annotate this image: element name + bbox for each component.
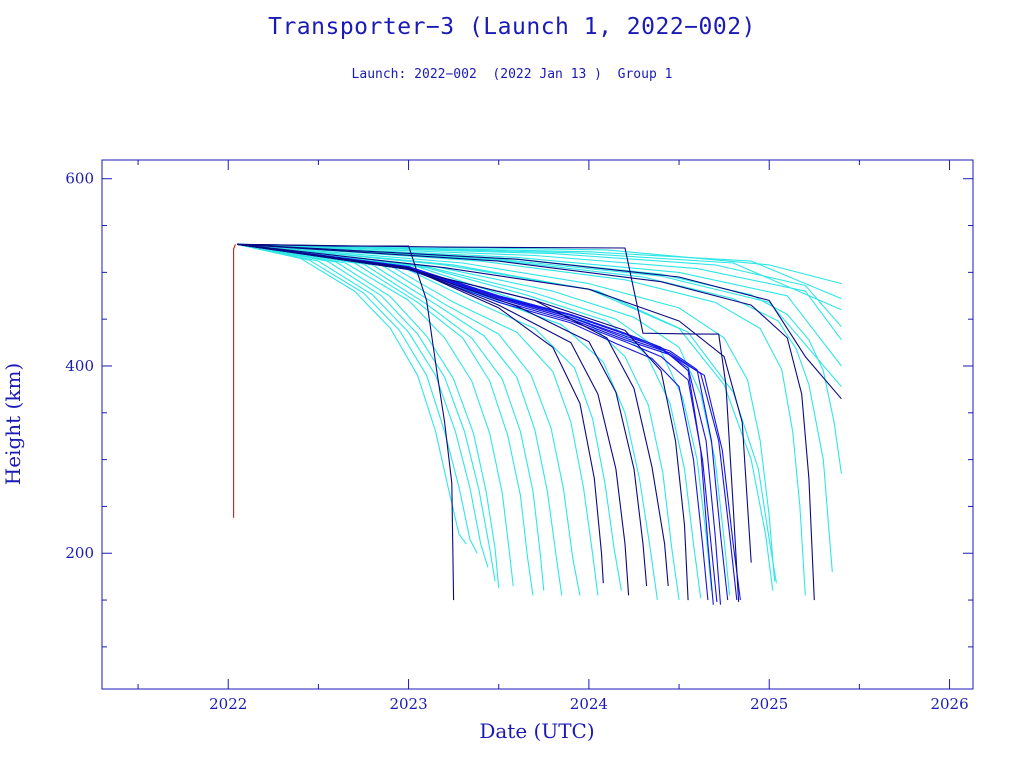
- series-line-18: [237, 243, 731, 596]
- series-line-33: [237, 243, 722, 605]
- series-line-5: [237, 243, 496, 582]
- series-line-3: [237, 243, 478, 554]
- series-line-14: [237, 243, 658, 601]
- series-line-22: [237, 243, 842, 474]
- x-tick-label: 2024: [570, 695, 608, 713]
- y-tick-label: 600: [65, 170, 94, 188]
- series-layer: [233, 243, 842, 605]
- series-line-12: [237, 243, 599, 596]
- series-line-45: [237, 243, 689, 601]
- series-line-9: [237, 243, 545, 591]
- y-axis-label: Height (km): [1, 363, 25, 485]
- y-tick-label: 400: [65, 357, 94, 375]
- series-line-7: [237, 243, 514, 587]
- series-line-39: [237, 243, 455, 601]
- series-line-21: [237, 243, 833, 573]
- chart-title: Transporter−3 (Launch 1, 2022−002): [268, 14, 756, 40]
- series-line-11: [237, 243, 581, 596]
- series-line-30: [237, 243, 774, 591]
- series-line-46: [237, 243, 752, 563]
- chart-subtitle: Launch: 2022−002 (2022 Jan 13 ) Group 1: [351, 67, 673, 82]
- tick-layer: 2022 2023 2024 2025 2026 200 400 600: [65, 160, 973, 713]
- series-line-10: [237, 243, 563, 596]
- series-line-2: [237, 243, 467, 545]
- series-line-48: [237, 243, 842, 400]
- series-line-15: [237, 243, 680, 601]
- series-line-20: [237, 243, 806, 596]
- series-line-1: [233, 244, 236, 518]
- series-line-44: [237, 243, 604, 584]
- series-line-31: [237, 243, 777, 584]
- series-line-40: [237, 243, 740, 602]
- x-tick-label: 2025: [750, 695, 788, 713]
- x-tick-label: 2026: [930, 695, 968, 713]
- x-axis-label: Date (UTC): [479, 719, 594, 743]
- series-line-35: [237, 243, 738, 601]
- series-line-6: [237, 243, 500, 588]
- series-line-23: [237, 243, 842, 387]
- series-line-24: [237, 243, 842, 367]
- series-line-4: [237, 243, 489, 568]
- series-line-28: [237, 243, 842, 300]
- series-line-17: [237, 243, 713, 591]
- series-line-8: [237, 243, 534, 596]
- series-line-38: [237, 243, 709, 601]
- plot-frame: [101, 159, 974, 690]
- x-tick-label: 2023: [389, 695, 427, 713]
- series-line-36: [237, 243, 741, 601]
- series-line-13: [237, 243, 622, 591]
- series-line-25: [237, 243, 842, 341]
- series-line-34: [237, 243, 729, 601]
- y-tick-label: 200: [65, 544, 94, 562]
- series-line-19: [237, 243, 776, 582]
- series-line-27: [237, 243, 842, 311]
- x-tick-label: 2022: [209, 695, 247, 713]
- series-line-47: [237, 243, 815, 601]
- series-line-42: [237, 243, 648, 587]
